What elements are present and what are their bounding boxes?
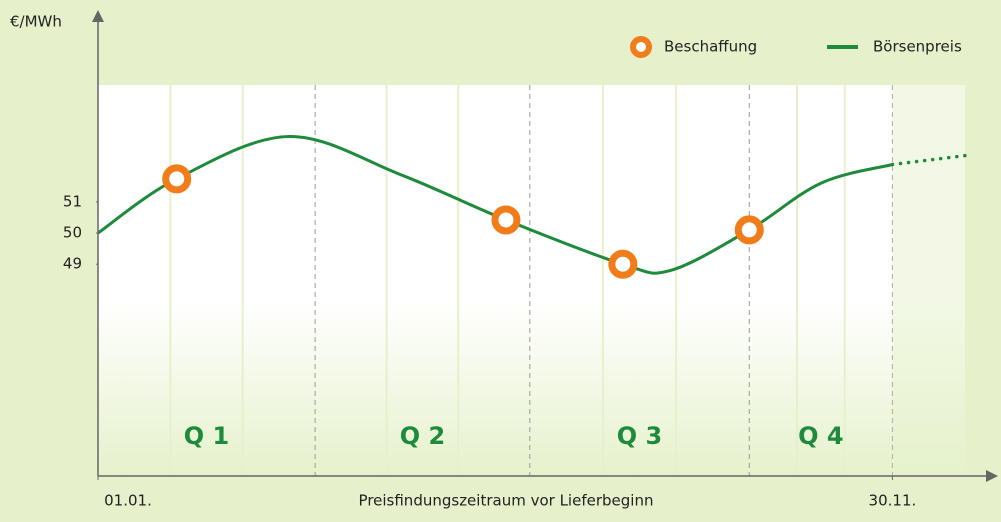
procurement-point bbox=[162, 164, 192, 194]
plot-area bbox=[98, 85, 965, 476]
quarter-label: Q 4 bbox=[798, 422, 843, 450]
price-line bbox=[97, 134, 893, 275]
forecast-area bbox=[892, 85, 965, 476]
quarter-label: Q 2 bbox=[400, 422, 445, 450]
procurement-point bbox=[734, 215, 764, 245]
y-axis-title: €/MWh bbox=[10, 13, 62, 31]
quarter-label: Q 3 bbox=[617, 422, 662, 450]
legend-label: Beschaffung bbox=[664, 38, 757, 56]
procurement-point bbox=[608, 249, 638, 279]
y-tick-label: 49 bbox=[63, 255, 82, 273]
y-axis-arrow bbox=[92, 10, 104, 22]
y-tick-label: 51 bbox=[63, 192, 82, 210]
procurement-point bbox=[491, 205, 521, 235]
x-tick-label: 30.11. bbox=[869, 492, 917, 510]
quarter-label: Q 1 bbox=[184, 422, 229, 450]
x-axis-title: Preisfindungszeitraum vor Lieferbeginn bbox=[359, 492, 654, 510]
y-tick-label: 50 bbox=[63, 224, 82, 242]
x-tick-label: 01.01. bbox=[104, 492, 152, 510]
legend-label: Börsenpreis bbox=[873, 38, 962, 56]
price-forecast bbox=[890, 153, 971, 167]
x-axis-arrow bbox=[986, 470, 998, 482]
legend-marker bbox=[630, 36, 652, 58]
